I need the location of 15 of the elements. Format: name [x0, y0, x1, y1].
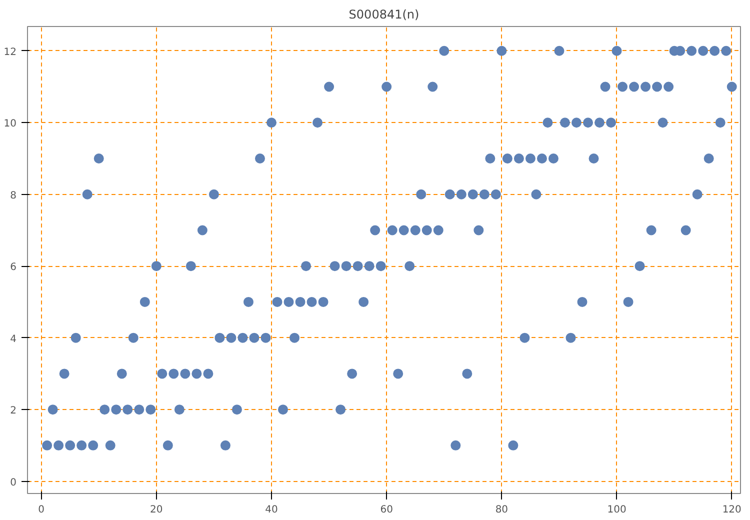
chart-title: S000841(n) — [348, 8, 420, 22]
x-tick-label: 100 — [607, 504, 626, 516]
y-tick-label: 0 — [10, 477, 17, 488]
y-tick-label: 6 — [10, 262, 17, 274]
y-tick-label: 12 — [4, 46, 17, 58]
y-tick-label: 10 — [4, 118, 17, 130]
y-tick-label: 4 — [10, 334, 17, 345]
x-tick-label: 80 — [495, 504, 508, 516]
x-tick-label: 20 — [150, 504, 163, 516]
y-tick-label: 2 — [10, 406, 17, 417]
y-tick-label: 8 — [10, 190, 17, 202]
x-tick-label: 40 — [265, 504, 278, 516]
x-tick-label: 0 — [38, 504, 45, 516]
x-tick-label: 120 — [722, 504, 742, 516]
x-tick-label: 60 — [380, 504, 393, 516]
